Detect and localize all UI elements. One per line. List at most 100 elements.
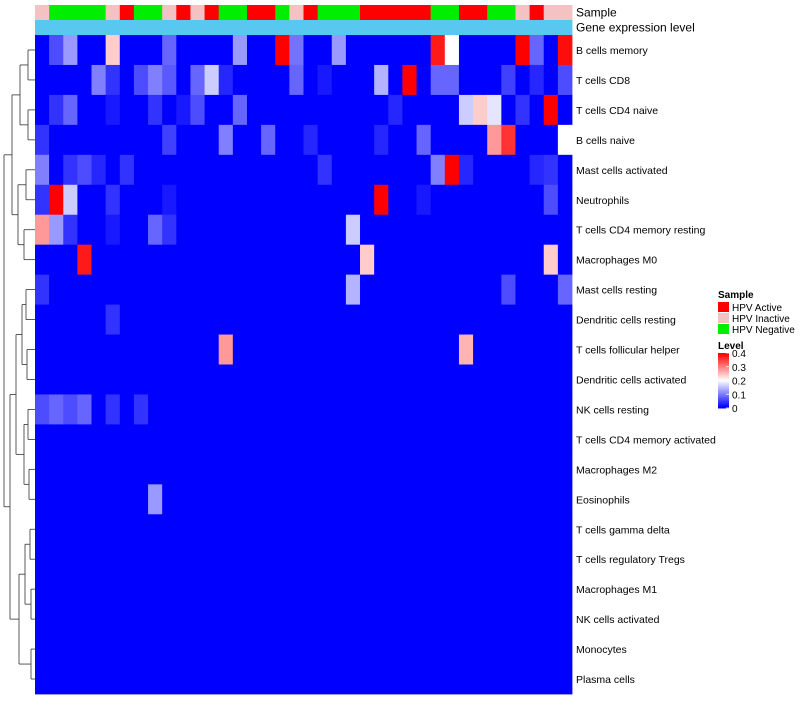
level-legend-gradient-step xyxy=(718,366,729,369)
heatmap-cell xyxy=(360,664,375,695)
heatmap-cell xyxy=(162,574,177,605)
heatmap-cell xyxy=(77,154,92,186)
heatmap-cell xyxy=(105,604,121,635)
heatmap-cell xyxy=(91,424,107,455)
heatmap-cell xyxy=(204,35,220,66)
heatmap-cell xyxy=(289,574,304,605)
heatmap-cell xyxy=(515,574,531,605)
heatmap-cell xyxy=(331,574,347,605)
heatmap-cell xyxy=(557,364,573,395)
heatmap-cell xyxy=(543,334,559,365)
level-legend-gradient-step xyxy=(718,377,729,380)
heatmap-cell xyxy=(289,514,304,545)
heatmap-cell xyxy=(232,35,248,66)
sample-track-cell xyxy=(232,5,248,20)
heatmap-cell xyxy=(91,214,107,246)
sample-track-cell xyxy=(105,5,121,20)
heatmap-cell xyxy=(543,604,559,635)
heatmap-cell xyxy=(360,244,375,276)
heatmap-cell xyxy=(77,424,92,455)
level-legend-gradient-step xyxy=(718,368,729,370)
heatmap-cell xyxy=(473,544,488,575)
heatmap-cell xyxy=(444,604,460,635)
heatmap-cell xyxy=(416,64,432,96)
heatmap-cell xyxy=(77,35,92,66)
heatmap-cell xyxy=(190,484,205,515)
heatmap-cell xyxy=(35,274,50,305)
heatmap-cell xyxy=(289,484,304,515)
heatmap-cell xyxy=(515,94,531,126)
sample-legend-label: HPV Inactive xyxy=(732,314,790,325)
heatmap-cell xyxy=(204,334,220,365)
heatmap-cell xyxy=(374,244,389,276)
heatmap-cell xyxy=(515,334,531,365)
sample-track-cell xyxy=(458,5,474,20)
heatmap-cell xyxy=(345,424,361,455)
heatmap-cell xyxy=(331,364,347,395)
heatmap-cell xyxy=(487,664,502,695)
heatmap-cell xyxy=(360,124,375,156)
heatmap-cell xyxy=(246,154,262,186)
heatmap-cell xyxy=(148,64,163,96)
level-legend-gradient-step xyxy=(718,361,729,364)
sample-track-cell xyxy=(91,5,107,20)
heatmap-cell xyxy=(444,454,460,485)
sample-legend-swatch xyxy=(718,324,729,334)
heatmap-cell xyxy=(119,304,135,335)
heatmap-cell xyxy=(162,274,177,305)
expression-track-cell xyxy=(402,20,417,35)
heatmap-cell xyxy=(105,244,121,276)
heatmap-cell xyxy=(218,124,234,156)
heatmap-cell xyxy=(232,64,248,96)
heatmap-cell xyxy=(360,484,375,515)
heatmap-cell xyxy=(77,304,92,335)
heatmap-cell xyxy=(515,244,531,276)
heatmap-cell xyxy=(331,184,347,216)
heatmap-cell xyxy=(246,184,262,216)
heatmap-cell xyxy=(458,304,474,335)
level-legend-gradient-step xyxy=(718,401,729,403)
heatmap-cell xyxy=(35,574,50,605)
heatmap-cell xyxy=(204,394,220,425)
expression-track-cell xyxy=(501,20,516,35)
level-legend-gradient-step xyxy=(718,365,729,368)
heatmap-cell xyxy=(289,274,304,305)
heatmap-cell xyxy=(303,334,319,365)
heatmap-cell xyxy=(557,394,573,425)
heatmap-cell xyxy=(473,394,488,425)
heatmap-cell xyxy=(388,94,403,126)
heatmap-cell xyxy=(119,124,135,156)
level-legend-gradient-step xyxy=(718,403,729,406)
row-dendrogram xyxy=(3,49,35,680)
heatmap-cell xyxy=(317,544,333,575)
heatmap-cell xyxy=(133,244,149,276)
heatmap-cell xyxy=(402,514,417,545)
heatmap-cell xyxy=(444,124,460,156)
heatmap-cell xyxy=(49,274,64,305)
heatmap-cell xyxy=(218,184,234,216)
heatmap-cell xyxy=(317,244,333,276)
heatmap-cell xyxy=(345,544,361,575)
heatmap-cell xyxy=(487,64,502,96)
heatmap-cell xyxy=(430,244,446,276)
heatmap-cell xyxy=(261,394,276,425)
level-legend-gradient-step xyxy=(718,386,729,388)
heatmap-cell xyxy=(133,304,149,335)
heatmap-cell xyxy=(543,364,559,395)
heatmap-cell xyxy=(148,154,163,186)
level-legend-tick-label: 0.2 xyxy=(732,377,746,388)
heatmap-cell xyxy=(176,35,191,66)
row-label: Macrophages M0 xyxy=(576,255,657,267)
heatmap-cell xyxy=(303,64,319,96)
expression-track-cell xyxy=(345,20,361,35)
heatmap-cell xyxy=(430,664,446,695)
heatmap-cell xyxy=(289,604,304,635)
sample-track-cell xyxy=(557,5,573,20)
row-label: Eosinophils xyxy=(576,494,630,506)
heatmap-cell xyxy=(303,544,319,575)
heatmap-cell xyxy=(218,304,234,335)
heatmap-cell xyxy=(162,154,177,186)
heatmap-cell xyxy=(246,634,262,665)
sample-legend-label: HPV Negative xyxy=(732,325,795,336)
